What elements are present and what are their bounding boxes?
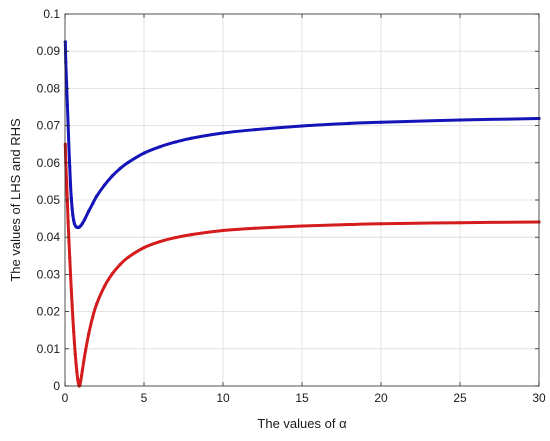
series-point (69, 288, 73, 292)
y-tick-label: 0.01 (37, 342, 61, 356)
grid (65, 14, 539, 386)
series-point (379, 222, 383, 226)
series-point (64, 81, 69, 85)
series-point (87, 209, 91, 213)
series-point (66, 220, 70, 224)
ticks: 0 5 10 15 20 25 30 0 0.01 0.02 0.03 0.04 0.05 0.06 0.0… (37, 7, 546, 405)
x-tick-label: 15 (295, 391, 309, 405)
x-tick-label: 0 (62, 391, 69, 405)
series-point (70, 303, 74, 307)
series-point (347, 121, 351, 125)
series-point (70, 206, 74, 210)
series-point (65, 200, 69, 204)
y-tick-label: 0.03 (37, 267, 61, 281)
y-tick-label: 0.08 (37, 81, 61, 95)
series-point (142, 151, 146, 155)
series-point (72, 341, 77, 346)
series-point (189, 232, 193, 237)
series-point (118, 262, 122, 266)
series-point (74, 362, 78, 366)
series-point (83, 349, 88, 353)
series-point (379, 120, 383, 124)
series-point (68, 256, 72, 260)
series-point (102, 183, 107, 187)
series-point (76, 376, 80, 381)
series-point (102, 284, 107, 288)
series-point (347, 222, 351, 227)
y-tick-label: 0.05 (37, 193, 61, 207)
series-point (72, 222, 77, 226)
series-point (158, 240, 162, 244)
series-point (68, 272, 73, 276)
series-point (221, 228, 225, 233)
series-point (71, 214, 75, 218)
series-point (300, 124, 304, 128)
series-point (118, 166, 122, 170)
series-point (253, 128, 257, 132)
series-point (142, 246, 146, 250)
series-point (174, 140, 178, 144)
series-point (80, 221, 84, 226)
series-point (221, 131, 225, 135)
y-tick-label: 0.1 (43, 7, 60, 21)
series-point (87, 332, 91, 336)
series-point (68, 164, 72, 169)
series-point (65, 103, 69, 107)
series-point (95, 194, 99, 198)
series-point (253, 226, 257, 230)
series-point (110, 174, 114, 178)
series-point (458, 221, 462, 225)
series-point (73, 352, 77, 356)
x-tick-label: 25 (453, 391, 467, 405)
x-axis-label: The values of α (257, 416, 347, 431)
series-point (82, 358, 86, 362)
series-point (126, 255, 130, 259)
series-point (83, 217, 87, 221)
series-point (68, 183, 73, 187)
series-point (79, 378, 83, 383)
series-point (67, 239, 71, 243)
series-point (126, 160, 130, 165)
series-point (67, 146, 71, 150)
y-axis-label: The values of LHS and RHS (8, 118, 23, 282)
series-point (72, 218, 76, 223)
series-point (78, 382, 82, 387)
series-point (71, 317, 75, 321)
x-tick-label: 10 (216, 391, 230, 405)
series-point (79, 224, 83, 228)
series-point (95, 302, 99, 306)
y-tick-label: 0.02 (37, 305, 61, 319)
y-tick-label: 0.07 (37, 119, 61, 133)
y-tick-label: 0.06 (37, 156, 61, 170)
series-point (69, 196, 73, 200)
series-point (75, 370, 79, 374)
series-layer (63, 40, 541, 388)
x-tick-label: 30 (532, 391, 546, 405)
series-point (300, 224, 304, 228)
series-point (91, 315, 95, 319)
y-tick-label: 0.04 (37, 230, 61, 244)
y-tick-label: 0 (53, 379, 60, 393)
series-point (72, 330, 76, 334)
series-point (110, 272, 114, 276)
series-point (174, 235, 178, 240)
series-point (91, 202, 95, 206)
y-tick-label: 0.09 (37, 44, 61, 58)
series-point (80, 368, 84, 372)
series-point (458, 118, 462, 122)
series-point (189, 136, 193, 140)
series-point (64, 179, 69, 183)
series-point (158, 145, 162, 149)
x-tick-label: 5 (141, 391, 148, 405)
series-point (79, 373, 84, 378)
x-tick-label: 20 (374, 391, 388, 405)
